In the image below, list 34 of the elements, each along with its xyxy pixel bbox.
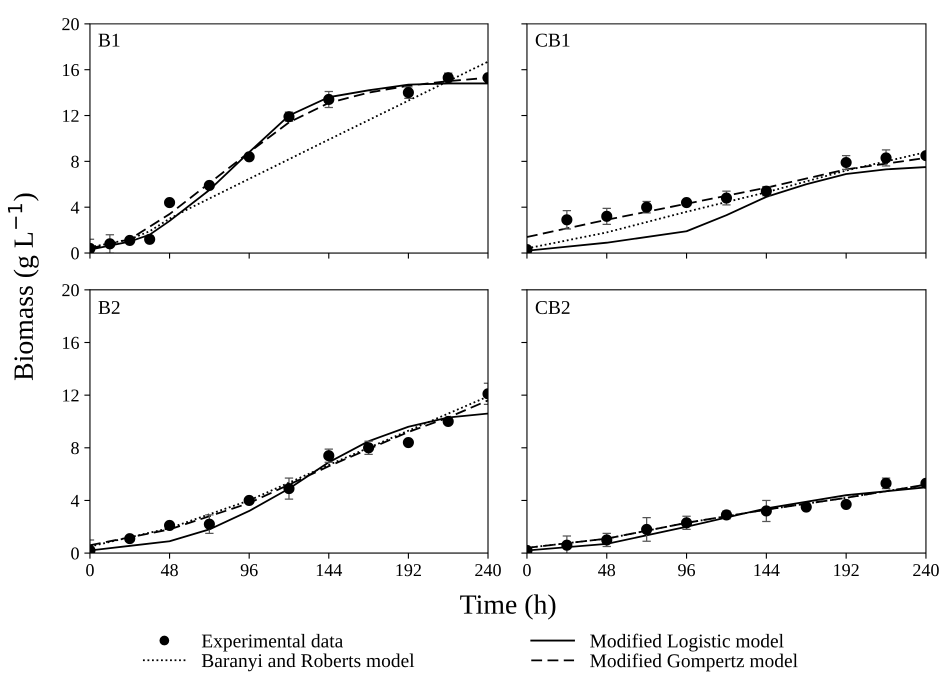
y-tick-label: 16: [63, 336, 80, 349]
x-tick-label: 192: [396, 564, 421, 576]
annotation: CB1: [536, 34, 570, 47]
y-tick-label: 20: [62, 18, 79, 30]
legend-label: Baranyi and Roberts model: [202, 654, 414, 672]
x-tick-label: 144: [316, 564, 342, 576]
legend-label: Modified Logistic model: [590, 634, 784, 652]
x-tick-label: 48: [598, 564, 616, 576]
x-tick-label: 96: [678, 564, 696, 576]
x-tick-label: 96: [240, 564, 258, 576]
legend-label: Modified Gompertz model: [590, 653, 798, 672]
x-tick-label: 0: [86, 564, 94, 576]
annotation: B1: [98, 34, 120, 47]
annotation: B2: [98, 300, 120, 314]
y-tick-label: 16: [63, 64, 80, 76]
x-tick-label: 240: [475, 564, 501, 576]
x-tick-label: 240: [913, 564, 939, 576]
y-tick-label: 4: [70, 202, 80, 214]
x-tick-label: 0: [523, 564, 531, 576]
x-axis-title: Time (h): [460, 594, 556, 620]
y-tick-label: 12: [63, 110, 79, 122]
y-tick-label: 8: [71, 156, 79, 168]
y-tick-label: 0: [71, 247, 79, 260]
y-tick-label: 20: [62, 284, 79, 296]
annotation: CB2: [536, 300, 570, 314]
y-tick-label: 12: [63, 389, 79, 402]
x-tick-label: 192: [834, 564, 859, 576]
x-tick-label: 48: [160, 564, 178, 576]
y-tick-label: 0: [71, 547, 79, 560]
y-axis-title: Biomass (g L$^{−1}$): [8, 193, 39, 380]
x-tick-label: 144: [754, 564, 780, 576]
y-tick-label: 4: [70, 494, 80, 507]
y-tick-label: 8: [71, 442, 79, 454]
legend-label: Experimental data: [202, 634, 344, 652]
